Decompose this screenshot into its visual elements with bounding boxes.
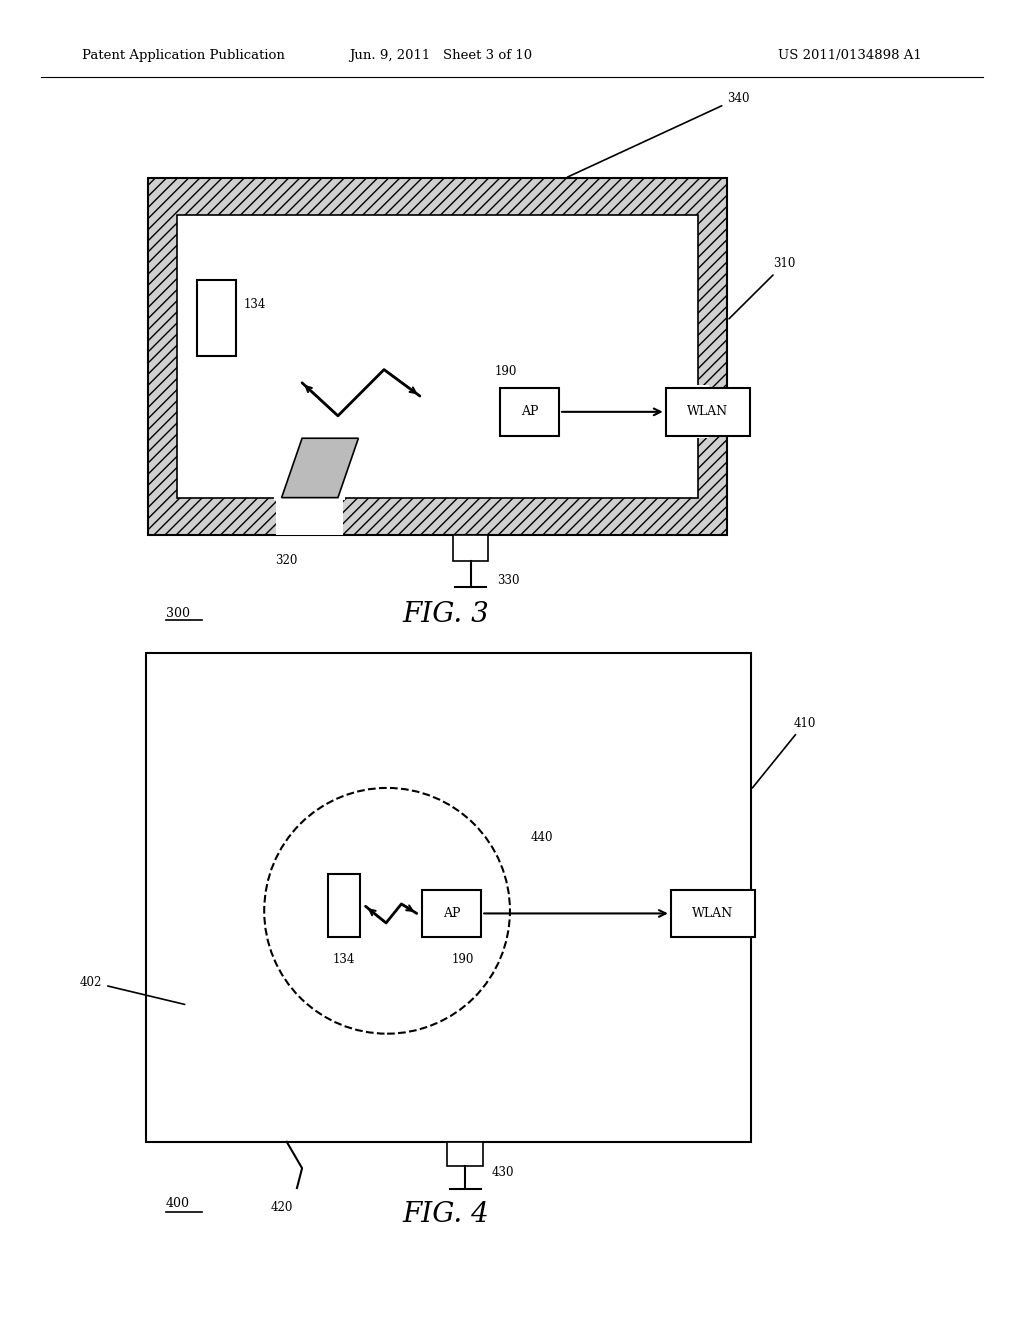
Text: AP: AP xyxy=(520,405,539,418)
Bar xyxy=(453,535,488,561)
Bar xyxy=(666,388,750,436)
Bar xyxy=(500,388,559,436)
Bar xyxy=(148,178,727,535)
Bar xyxy=(177,215,698,498)
Text: 300: 300 xyxy=(166,607,189,620)
Text: 420: 420 xyxy=(270,1201,293,1214)
Bar xyxy=(447,1142,483,1166)
Text: 402: 402 xyxy=(80,975,184,1005)
Text: WLAN: WLAN xyxy=(687,405,728,418)
Text: 430: 430 xyxy=(492,1166,514,1179)
Text: 400: 400 xyxy=(166,1197,189,1210)
Text: 410: 410 xyxy=(753,717,816,788)
Text: 190: 190 xyxy=(495,364,517,378)
Text: 320: 320 xyxy=(275,554,298,568)
Text: FIG. 4: FIG. 4 xyxy=(402,1201,488,1228)
Bar xyxy=(197,280,236,356)
Bar xyxy=(670,385,709,438)
Bar xyxy=(422,890,481,937)
Bar xyxy=(146,653,751,1142)
Text: 134: 134 xyxy=(244,298,266,312)
Bar xyxy=(328,874,360,937)
Text: FIG. 3: FIG. 3 xyxy=(402,601,488,627)
Text: US 2011/0134898 A1: US 2011/0134898 A1 xyxy=(778,49,922,62)
Text: 134: 134 xyxy=(333,953,355,966)
Text: 310: 310 xyxy=(729,257,796,319)
Text: Patent Application Publication: Patent Application Publication xyxy=(82,49,285,62)
Bar xyxy=(671,890,755,937)
Bar xyxy=(276,495,343,535)
Text: 340: 340 xyxy=(567,91,750,177)
Text: 190: 190 xyxy=(452,953,474,966)
Text: AP: AP xyxy=(442,907,461,920)
Text: WLAN: WLAN xyxy=(692,907,733,920)
Text: Jun. 9, 2011   Sheet 3 of 10: Jun. 9, 2011 Sheet 3 of 10 xyxy=(349,49,531,62)
Text: 440: 440 xyxy=(530,830,553,843)
Text: 330: 330 xyxy=(497,574,519,587)
Polygon shape xyxy=(282,438,358,498)
